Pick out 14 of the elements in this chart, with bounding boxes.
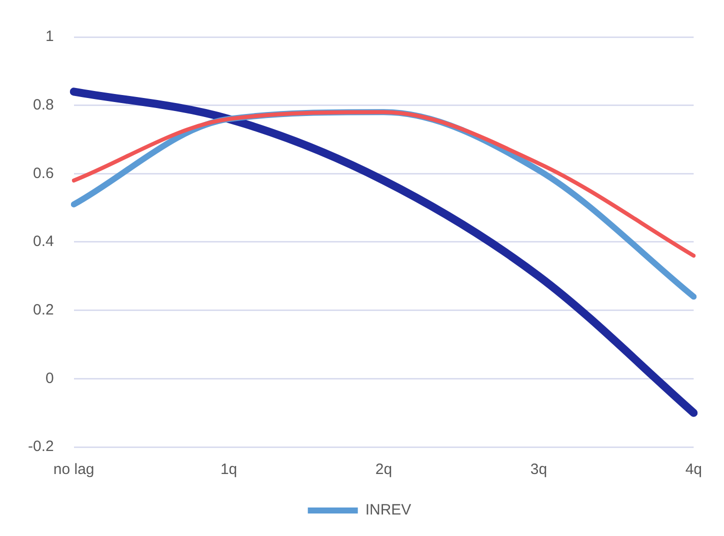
y-tick-label: 0.2 [32,301,54,318]
x-tick-label: no lag [53,461,94,478]
y-tick-label: 0.4 [32,233,54,250]
y-tick-label: 0.6 [32,164,54,182]
y-tick-label: 1 [46,28,54,46]
y-tick-label: -0.2 [28,438,54,456]
x-tick-label: 1q [220,461,238,478]
x-tick-label: 3q [530,461,548,478]
y-tick-label: 0.8 [32,96,54,114]
line-series [72,110,696,258]
y-tick-label: 0 [46,370,54,387]
x-tick-label: 2q [375,461,392,478]
legend-label: INREV [365,502,412,519]
x-tick-label: 4q [685,461,702,478]
